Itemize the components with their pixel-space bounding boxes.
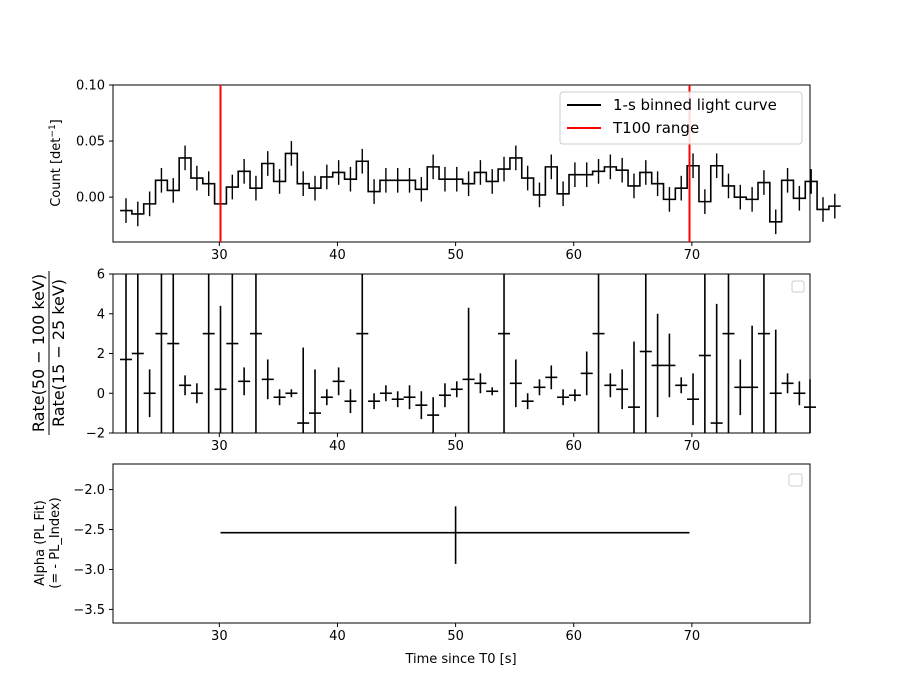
y-label-denominator: Rate(15 − 25 keV) bbox=[49, 279, 68, 427]
x-tick-label: 60 bbox=[565, 629, 582, 644]
light-curve-y-axis-label: Count [det−1] bbox=[48, 119, 64, 207]
hardness-ratio-marks bbox=[119, 274, 816, 433]
y-tick-label: 6 bbox=[97, 268, 105, 283]
empty-legend-box-alpha bbox=[788, 473, 803, 487]
legend-box bbox=[559, 91, 803, 145]
light-curve-step-line bbox=[120, 152, 841, 223]
x-tick-label: 50 bbox=[447, 629, 464, 644]
x-tick-label: 30 bbox=[211, 248, 228, 263]
light-curve-marks bbox=[120, 85, 841, 242]
alpha-y-label-line1: Alpha (PL Fit) bbox=[33, 500, 48, 586]
alpha-y-axis-label: Alpha (PL Fit) (= - PL_Index) bbox=[33, 497, 63, 588]
x-tick-label: 40 bbox=[329, 629, 346, 644]
alpha-marks bbox=[220, 506, 690, 564]
hardness-ratio-ticks: 30 40 50 60 70 −2 0 2 4 6 bbox=[86, 268, 700, 455]
y-tick-label: 0.05 bbox=[76, 135, 105, 150]
y-tick-label: −3.0 bbox=[73, 563, 105, 578]
y-tick-label: 0.10 bbox=[76, 79, 105, 94]
x-tick-label: 30 bbox=[211, 629, 228, 644]
x-tick-label: 40 bbox=[329, 248, 346, 263]
y-tick-label: 2 bbox=[97, 347, 105, 362]
x-tick-label: 40 bbox=[329, 439, 346, 454]
y-tick-label: 0 bbox=[97, 387, 105, 402]
light-curve-axes-frame bbox=[112, 84, 811, 243]
hardness-ratio-panel: 30 40 50 60 70 −2 0 2 4 6 Rate(50 − 100 keV) Rate… bbox=[29, 268, 816, 455]
x-tick-label: 70 bbox=[684, 629, 701, 644]
y-tick-label: −3.5 bbox=[73, 603, 105, 618]
y-tick-label: −2 bbox=[86, 427, 105, 442]
x-axis-label: Time since T0 [s] bbox=[404, 652, 516, 667]
x-tick-label: 70 bbox=[684, 439, 701, 454]
alpha-panel: 30 40 50 60 70 −3.5 −3.0 −2.5 −2.0 Alpha (PL Fit… bbox=[33, 463, 811, 667]
empty-legend-box bbox=[791, 280, 805, 293]
legend-label-t100: T100 range bbox=[612, 119, 699, 137]
alpha-y-label-line2: (= - PL_Index) bbox=[48, 497, 63, 588]
light-curve-ticks: 30 40 50 60 70 0.00 0.05 0.10 bbox=[76, 79, 700, 264]
hardness-ratio-y-axis-label: Rate(50 − 100 keV) Rate(15 − 25 keV) bbox=[29, 271, 68, 435]
y-label-numerator: Rate(50 − 100 keV) bbox=[29, 274, 48, 432]
x-tick-label: 50 bbox=[447, 439, 464, 454]
y-tick-label: −2.0 bbox=[73, 483, 105, 498]
alpha-axes-frame bbox=[112, 463, 811, 624]
y-tick-label: 0.00 bbox=[76, 191, 105, 206]
x-tick-label: 60 bbox=[565, 248, 582, 263]
x-tick-label: 50 bbox=[447, 248, 464, 263]
x-tick-label: 70 bbox=[684, 248, 701, 263]
legend: 1-s binned light curve T100 range bbox=[559, 91, 803, 145]
x-tick-label: 30 bbox=[211, 439, 228, 454]
x-tick-label: 60 bbox=[565, 439, 582, 454]
y-tick-label: −2.5 bbox=[73, 523, 105, 538]
legend-label-light-curve: 1-s binned light curve bbox=[613, 96, 777, 114]
y-tick-label: 4 bbox=[97, 307, 105, 322]
light-curve-panel: 30 40 50 60 70 0.00 0.05 0.10 Count [det−1] 1-s… bbox=[48, 79, 841, 264]
alpha-ticks: 30 40 50 60 70 −3.5 −3.0 −2.5 −2.0 bbox=[73, 483, 700, 644]
